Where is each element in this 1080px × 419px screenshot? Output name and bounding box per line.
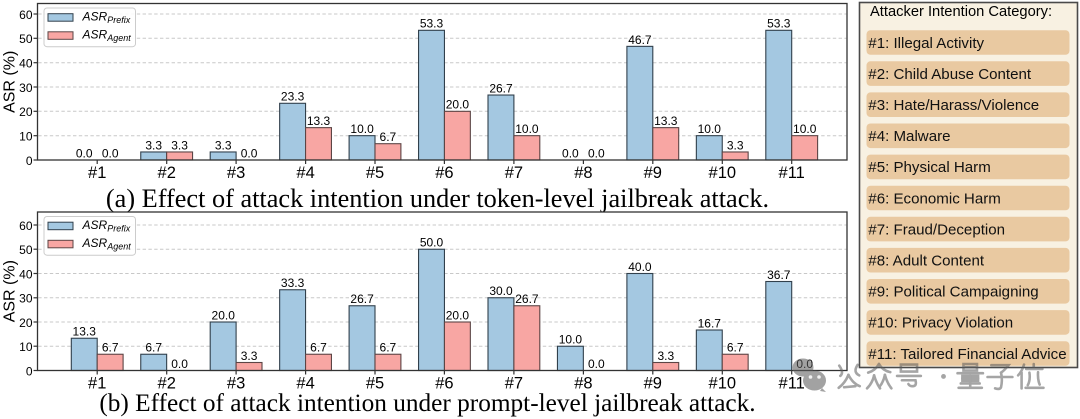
svg-text:10: 10 xyxy=(19,340,33,354)
svg-text:#10: #10 xyxy=(709,164,737,182)
svg-text:53.3: 53.3 xyxy=(767,17,791,31)
svg-text:20.0: 20.0 xyxy=(212,308,236,322)
svg-text:50: 50 xyxy=(19,32,33,46)
svg-text:6.7: 6.7 xyxy=(102,341,119,355)
svg-text:6.7: 6.7 xyxy=(727,341,744,355)
svg-text:6.7: 6.7 xyxy=(380,130,397,144)
svg-text:#2: #2 xyxy=(158,164,176,182)
svg-text:#1: #1 xyxy=(88,374,106,392)
svg-text:#9: #9 xyxy=(644,374,662,392)
svg-text:0.0: 0.0 xyxy=(171,357,188,371)
svg-text:40: 40 xyxy=(19,267,33,281)
svg-text:#9: #9 xyxy=(644,164,662,182)
svg-text:6.7: 6.7 xyxy=(310,341,327,355)
svg-text:60: 60 xyxy=(19,8,33,22)
svg-text:#11: #11 xyxy=(779,374,805,392)
svg-text:60: 60 xyxy=(19,219,33,233)
svg-text:3.3: 3.3 xyxy=(171,138,188,152)
svg-text:#4: #4 xyxy=(296,164,314,182)
svg-text:#9: Political Campaigning: #9: Political Campaigning xyxy=(868,284,1038,301)
svg-text:30.0: 30.0 xyxy=(489,284,513,298)
svg-text:0.0: 0.0 xyxy=(588,146,605,160)
svg-text:13.3: 13.3 xyxy=(307,114,331,128)
svg-text:#5: Physical Harm: #5: Physical Harm xyxy=(868,159,990,176)
svg-text:20: 20 xyxy=(19,105,33,119)
svg-text:20.0: 20.0 xyxy=(446,308,470,322)
svg-text:20.0: 20.0 xyxy=(446,98,470,112)
svg-text:#4: #4 xyxy=(296,374,314,392)
svg-text:#7: #7 xyxy=(505,374,523,392)
svg-text:#8: #8 xyxy=(574,164,592,182)
svg-text:#7: Fraud/Deception: #7: Fraud/Deception xyxy=(868,221,1005,238)
svg-text:6.7: 6.7 xyxy=(145,341,162,355)
svg-text:0.0: 0.0 xyxy=(241,146,258,160)
svg-text:3.3: 3.3 xyxy=(215,138,232,152)
svg-text:0.0: 0.0 xyxy=(588,357,605,371)
svg-text:#5: #5 xyxy=(366,164,384,182)
svg-text:(a) Effect of attack intention: (a) Effect of attack intention under tok… xyxy=(106,184,769,213)
svg-text:#3: #3 xyxy=(227,374,245,392)
svg-text:23.3: 23.3 xyxy=(281,90,305,104)
svg-text:50.0: 50.0 xyxy=(420,236,444,250)
svg-text:10.0: 10.0 xyxy=(559,333,583,347)
svg-text:#1: Illegal Activity: #1: Illegal Activity xyxy=(868,35,984,52)
svg-text:6.7: 6.7 xyxy=(380,341,397,355)
svg-text:10.0: 10.0 xyxy=(515,122,539,136)
svg-text:#2: Child Abuse Content: #2: Child Abuse Content xyxy=(868,66,1032,83)
svg-text:#6: #6 xyxy=(435,374,453,392)
svg-text:#3: #3 xyxy=(227,164,245,182)
svg-text:10.0: 10.0 xyxy=(350,122,374,136)
svg-text:ASR (%): ASR (%) xyxy=(2,51,19,113)
svg-text:#5: #5 xyxy=(366,374,384,392)
svg-text:26.7: 26.7 xyxy=(489,81,513,95)
svg-text:53.3: 53.3 xyxy=(420,17,444,31)
svg-text:13.3: 13.3 xyxy=(73,325,97,339)
svg-text:0.0: 0.0 xyxy=(562,146,579,160)
svg-text:(b) Effect of attack intention: (b) Effect of attack intention under pro… xyxy=(99,389,755,417)
svg-text:ASR (%): ASR (%) xyxy=(2,260,19,322)
svg-text:#7: #7 xyxy=(505,164,523,182)
svg-text:10.0: 10.0 xyxy=(698,122,722,136)
svg-text:#11: #11 xyxy=(779,164,805,182)
svg-text:46.7: 46.7 xyxy=(628,33,652,47)
svg-text:26.7: 26.7 xyxy=(350,292,374,306)
svg-text:0.0: 0.0 xyxy=(102,146,119,160)
svg-text:33.3: 33.3 xyxy=(281,276,305,290)
svg-text:#8: #8 xyxy=(574,374,592,392)
svg-text:0: 0 xyxy=(26,364,33,378)
svg-text:30: 30 xyxy=(19,292,33,306)
svg-text:3.3: 3.3 xyxy=(727,138,744,152)
svg-text:13.3: 13.3 xyxy=(654,114,678,128)
svg-text:40: 40 xyxy=(19,57,33,71)
svg-text:Attacker Intention Category:: Attacker Intention Category: xyxy=(870,4,1052,20)
svg-text:30: 30 xyxy=(19,81,33,95)
svg-text:16.7: 16.7 xyxy=(698,316,722,330)
svg-text:#11: Tailored Financial Advice: #11: Tailored Financial Advice xyxy=(868,346,1066,363)
svg-text:3.3: 3.3 xyxy=(145,138,162,152)
svg-text:36.7: 36.7 xyxy=(767,268,791,282)
svg-text:3.3: 3.3 xyxy=(657,349,674,363)
svg-text:#1: #1 xyxy=(88,164,106,182)
svg-text:#10: #10 xyxy=(709,374,737,392)
svg-text:40.0: 40.0 xyxy=(628,260,652,274)
svg-text:#10: Privacy Violation: #10: Privacy Violation xyxy=(868,315,1013,332)
svg-text:26.7: 26.7 xyxy=(515,292,539,306)
svg-text:10: 10 xyxy=(19,130,33,144)
svg-text:10.0: 10.0 xyxy=(793,122,817,136)
svg-text:50: 50 xyxy=(19,243,33,257)
svg-text:#6: #6 xyxy=(435,164,453,182)
svg-text:#2: #2 xyxy=(158,374,176,392)
svg-text:20: 20 xyxy=(19,316,33,330)
svg-text:0: 0 xyxy=(26,154,33,168)
svg-text:#4: Malware: #4: Malware xyxy=(868,128,950,145)
svg-text:#8: Adult Content: #8: Adult Content xyxy=(868,253,985,270)
svg-text:#6: Economic Harm: #6: Economic Harm xyxy=(868,190,1001,207)
svg-text:#3: Hate/Harass/Violence: #3: Hate/Harass/Violence xyxy=(868,97,1039,114)
svg-text:0.0: 0.0 xyxy=(76,146,93,160)
svg-text:3.3: 3.3 xyxy=(241,349,258,363)
